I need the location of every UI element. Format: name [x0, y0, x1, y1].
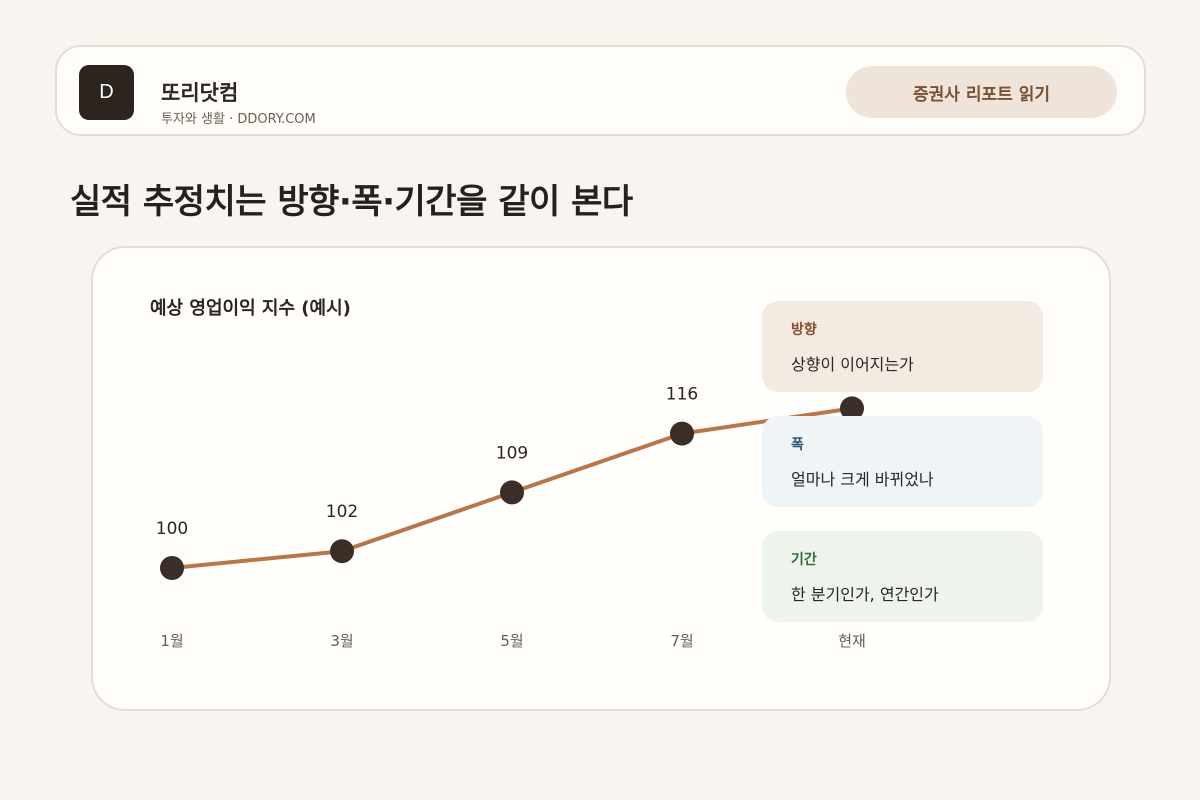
- page-title: 실적 추정치는 방향·폭·기간을 같이 본다: [70, 182, 633, 222]
- brand-tagline: 투자와 생활 · DDORY.COM: [161, 112, 316, 127]
- data-label: 100: [156, 519, 188, 539]
- data-point[interactable]: [330, 539, 354, 564]
- data-point[interactable]: [500, 480, 524, 505]
- read-reports-button[interactable]: 증권사 리포트 읽기: [846, 66, 1117, 118]
- brand-name[interactable]: 또리닷컴: [161, 81, 239, 105]
- note-magnitude-title: 폭: [791, 437, 804, 453]
- note-direction: 방향 상향이 이어지는가: [762, 301, 1043, 392]
- note-magnitude-text: 얼마나 크게 바뀌었나: [791, 470, 934, 489]
- chart-title: 예상 영업이익 지수 (예시): [150, 298, 351, 319]
- note-period: 기간 한 분기인가, 연간인가: [762, 531, 1043, 622]
- data-point[interactable]: [670, 421, 694, 446]
- note-magnitude: 폭 얼마나 크게 바뀌었나: [762, 416, 1043, 507]
- data-label: 102: [326, 502, 358, 522]
- line-chart: 100 102 109 116 1월 3월 5월 7월 현재: [156, 385, 866, 650]
- note-direction-title: 방향: [791, 322, 817, 338]
- data-point[interactable]: [840, 396, 864, 421]
- x-tick-label: 7월: [670, 632, 693, 650]
- chart-card: 예상 영업이익 지수 (예시) 100 102 109 116 1월 3월 5월 7월 현재 방…: [91, 246, 1111, 711]
- data-label: 116: [666, 385, 698, 405]
- x-tick-label: 현재: [838, 632, 866, 650]
- data-point[interactable]: [160, 556, 184, 580]
- data-label: 109: [496, 443, 528, 463]
- note-period-title: 기간: [791, 552, 817, 568]
- note-period-text: 한 분기인가, 연간인가: [791, 585, 939, 604]
- site-header: D 또리닷컴 투자와 생활 · DDORY.COM 증권사 리포트 읽기: [55, 45, 1146, 136]
- x-tick-label: 3월: [330, 632, 353, 650]
- note-direction-text: 상향이 이어지는가: [791, 355, 914, 374]
- x-tick-label: 1월: [160, 632, 183, 650]
- logo[interactable]: D: [79, 65, 134, 120]
- x-tick-label: 5월: [500, 632, 523, 650]
